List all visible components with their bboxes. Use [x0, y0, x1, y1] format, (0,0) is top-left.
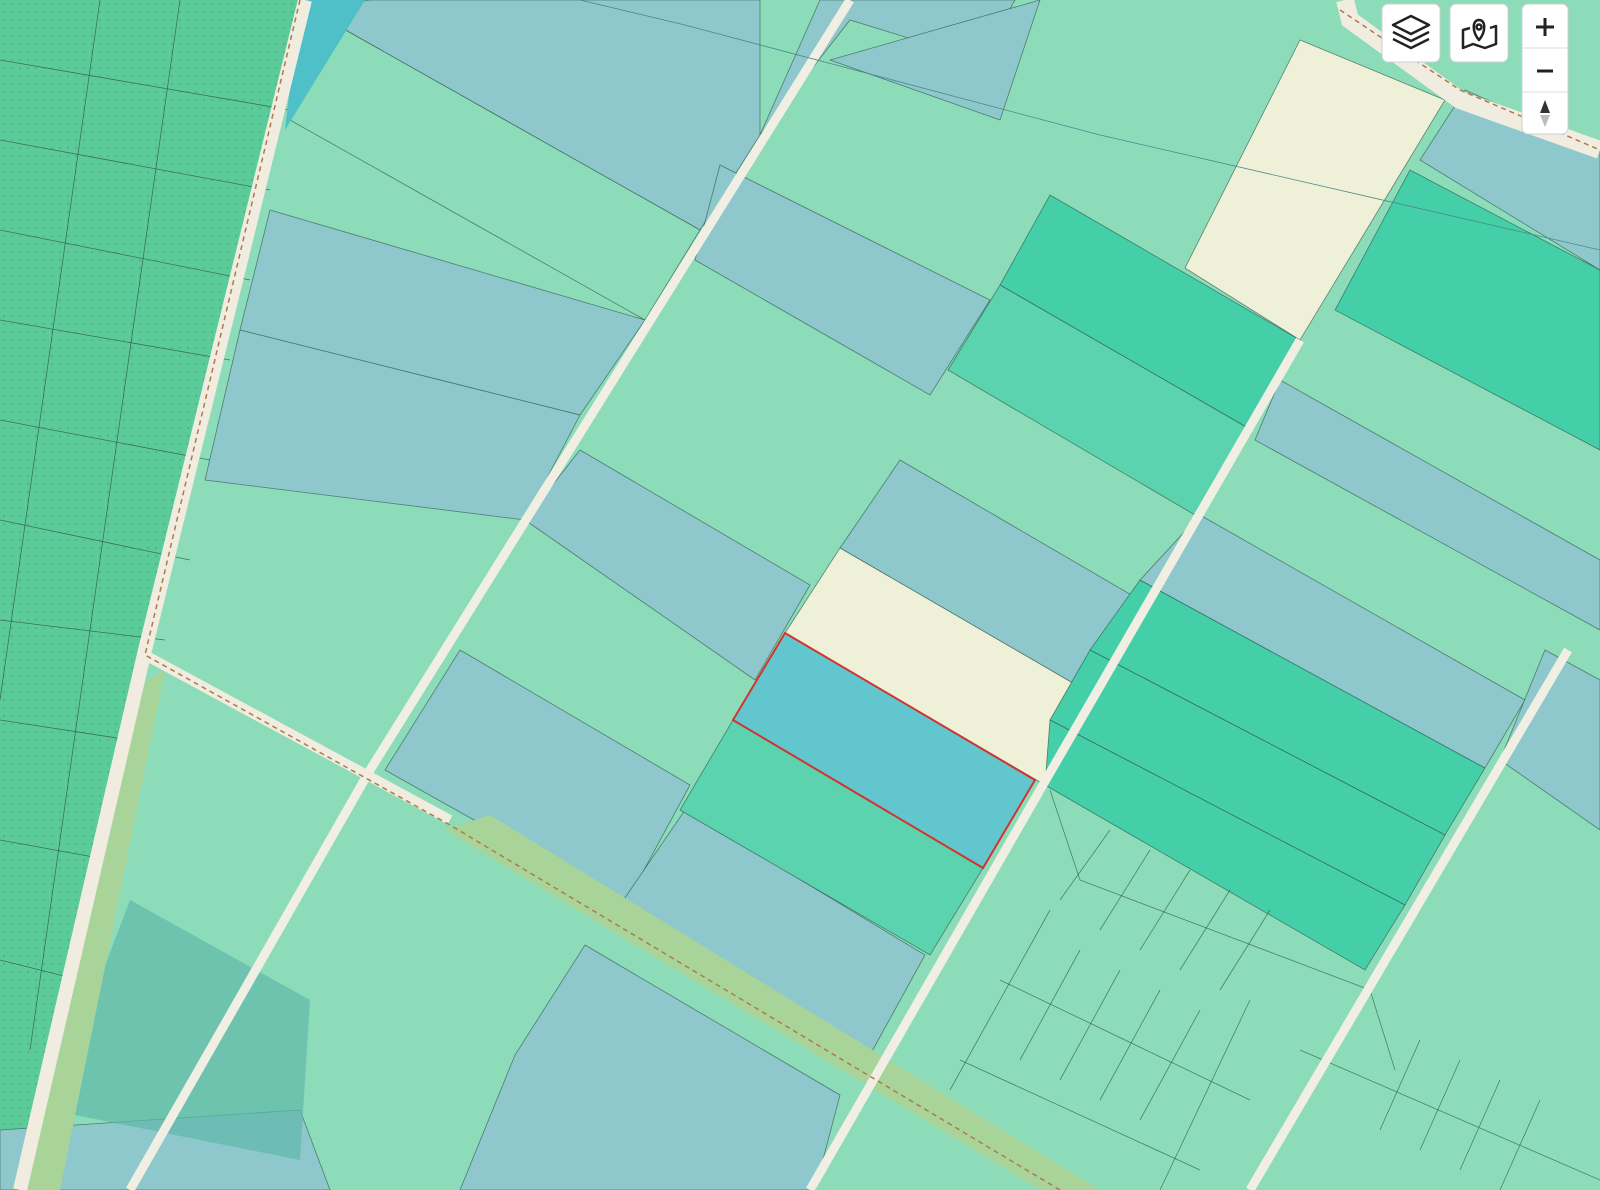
line [579, 0, 1600, 251]
layers-icon [1391, 14, 1431, 50]
parcel [1334, 169, 1600, 451]
road [126, 0, 854, 1190]
parcel [1044, 719, 1406, 971]
parcel [1139, 514, 1526, 769]
parcel [50, 900, 310, 1160]
tree-row [445, 815, 1100, 1190]
plus-icon [1536, 18, 1554, 36]
small-lots [949, 789, 1600, 1190]
main-road [13, 0, 312, 1190]
parcel [1499, 649, 1600, 831]
boundary [144, 0, 1061, 1190]
map-icon [1461, 18, 1498, 50]
zoom-controls [1521, 3, 1569, 135]
parcel [459, 944, 841, 1190]
compass-south [1540, 115, 1550, 127]
road [806, 337, 1304, 1190]
left-parcel-lines [0, 0, 291, 1051]
roads [13, 0, 1600, 1190]
map-controls [1381, 3, 1569, 135]
compass-north [1540, 100, 1550, 113]
map-button[interactable] [1449, 3, 1509, 63]
selected-parcel[interactable] [731, 631, 1037, 870]
parcel [285, 0, 365, 130]
road [1246, 647, 1572, 1190]
parcel [1254, 379, 1600, 631]
parcel [828, 0, 1041, 121]
